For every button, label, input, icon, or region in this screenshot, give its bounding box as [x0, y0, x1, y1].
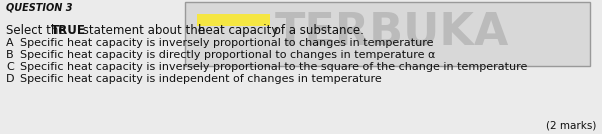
Text: Select the: Select the [6, 24, 69, 37]
Text: statement about the: statement about the [79, 24, 209, 37]
Text: D: D [6, 74, 14, 84]
Text: QUESTION 3: QUESTION 3 [6, 3, 72, 13]
Text: B: B [6, 50, 14, 60]
Text: TRUE: TRUE [51, 24, 86, 37]
Text: A: A [6, 38, 14, 48]
Text: heat capacity: heat capacity [198, 24, 278, 37]
Text: C: C [6, 62, 14, 72]
Text: Specific heat capacity is independent of changes in temperature: Specific heat capacity is independent of… [20, 74, 382, 84]
Text: Specific heat capacity is inversely proportional to the square of the change in : Specific heat capacity is inversely prop… [20, 62, 527, 72]
FancyBboxPatch shape [196, 14, 270, 25]
FancyBboxPatch shape [185, 2, 590, 66]
Text: Specific heat capacity is directly proportional to changes in temperature α: Specific heat capacity is directly propo… [20, 50, 435, 60]
Text: TERBUKA: TERBUKA [275, 10, 509, 53]
Text: of a substance.: of a substance. [270, 24, 364, 37]
Text: Specific heat capacity is inversely proportional to changes in temperature: Specific heat capacity is inversely prop… [20, 38, 433, 48]
Text: (2 marks): (2 marks) [545, 120, 596, 130]
